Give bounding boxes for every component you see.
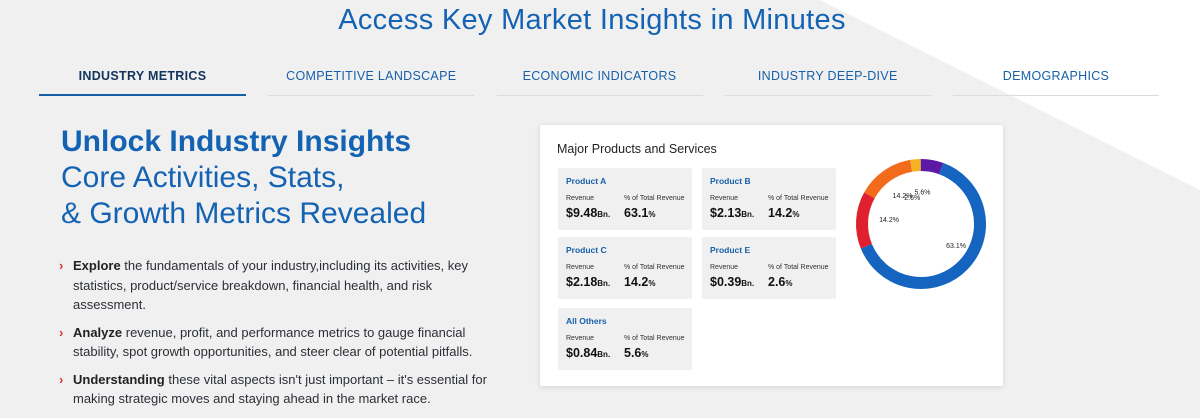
product-name: Product B xyxy=(710,176,751,186)
donut-label: 5.6% xyxy=(915,189,931,196)
share-value: 2.6% xyxy=(768,275,793,289)
share-label: % of Total Revenue xyxy=(624,195,685,202)
chevron-right-icon: › xyxy=(59,324,64,340)
revenue-value: $0.39Bn. xyxy=(710,275,755,289)
list-item: › Analyze revenue, profit, and performan… xyxy=(59,323,499,362)
share-value: 14.2% xyxy=(624,275,656,289)
revenue-label: Revenue xyxy=(710,264,739,271)
donut-slice-product-e xyxy=(910,159,921,172)
donut-slice-all-others xyxy=(920,159,944,175)
donut-label: 63.1% xyxy=(946,243,966,250)
product-name: Product C xyxy=(566,245,607,255)
chevron-right-icon: › xyxy=(59,258,64,273)
products-card: Major Products and Services Product A Re… xyxy=(540,125,1003,386)
product-tile-e: Product E Revenue % of Total Revenue $0.… xyxy=(702,237,836,299)
donut-slice-product-c xyxy=(856,192,875,249)
share-label: % of Total Revenue xyxy=(624,264,685,271)
bullet-text: revenue, profit, and performance metrics… xyxy=(73,324,473,360)
tab-demographics[interactable]: DEMOGRAPHICS xyxy=(953,62,1159,96)
donut-slice-product-a xyxy=(860,162,986,289)
donut-label: 14.2% xyxy=(879,217,899,224)
donut-chart: 63.1% 14.2% 14.2% 2.6% 5.6% xyxy=(852,155,990,293)
hero-text: Unlock Industry Insights Core Activities… xyxy=(61,124,501,232)
revenue-label: Revenue xyxy=(566,195,595,202)
hero-subtitle-line1: Core Activities, Stats, xyxy=(61,161,345,194)
revenue-label: Revenue xyxy=(710,195,739,202)
revenue-value: $2.13Bn. xyxy=(710,206,755,220)
card-title: Major Products and Services xyxy=(557,142,717,156)
share-value: 63.1% xyxy=(624,206,656,220)
feature-list: › Explore the fundamentals of your indus… xyxy=(59,256,499,417)
donut-label: 2.6% xyxy=(904,195,920,202)
tab-bar: INDUSTRY METRICS COMPETITIVE LANDSCAPE E… xyxy=(39,62,1159,96)
product-tile-b: Product B Revenue % of Total Revenue $2.… xyxy=(702,168,836,230)
revenue-label: Revenue xyxy=(566,335,595,342)
list-item: › Explore the fundamentals of your indus… xyxy=(59,256,499,315)
donut-slice-product-b xyxy=(864,159,913,199)
revenue-label: Revenue xyxy=(566,264,595,271)
share-value: 5.6% xyxy=(624,346,649,360)
product-name: Product A xyxy=(566,176,607,186)
tab-industry-metrics[interactable]: INDUSTRY METRICS xyxy=(39,62,246,96)
bullet-text: the fundamentals of your industry,includ… xyxy=(73,258,469,312)
chevron-right-icon: › xyxy=(59,371,64,387)
share-value: 14.2% xyxy=(768,206,800,220)
tab-economic-indicators[interactable]: ECONOMIC INDICATORS xyxy=(496,62,703,96)
product-tile-others: All Others Revenue % of Total Revenue $0… xyxy=(558,308,692,370)
share-label: % of Total Revenue xyxy=(624,335,685,342)
donut-label: 14.2% xyxy=(893,193,913,200)
product-name: All Others xyxy=(566,316,607,326)
bullet-bold: Understanding xyxy=(73,371,165,387)
page-heading: Access Key Market Insights in Minutes xyxy=(338,4,846,36)
tab-competitive-landscape[interactable]: COMPETITIVE LANDSCAPE xyxy=(268,62,475,96)
product-name: Product E xyxy=(710,245,751,255)
bullet-bold: Explore xyxy=(73,258,121,273)
hero-subtitle-line2: & Growth Metrics Revealed xyxy=(61,197,427,230)
share-label: % of Total Revenue xyxy=(768,195,829,202)
list-item: › Understanding these vital aspects isn'… xyxy=(59,370,499,409)
revenue-value: $9.48Bn. xyxy=(566,206,611,220)
bullet-bold: Analyze xyxy=(73,324,123,340)
revenue-value: $0.84Bn. xyxy=(566,346,611,360)
tab-industry-deep-dive[interactable]: INDUSTRY DEEP-DIVE xyxy=(724,62,931,96)
product-tile-c: Product C Revenue % of Total Revenue $2.… xyxy=(558,237,692,299)
share-label: % of Total Revenue xyxy=(768,264,829,271)
revenue-value: $2.18Bn. xyxy=(566,275,611,289)
hero-title: Unlock Industry Insights xyxy=(61,125,412,158)
bullet-text: these vital aspects isn't just important… xyxy=(73,371,487,407)
product-tile-a: Product A Revenue % of Total Revenue $9.… xyxy=(558,168,692,230)
